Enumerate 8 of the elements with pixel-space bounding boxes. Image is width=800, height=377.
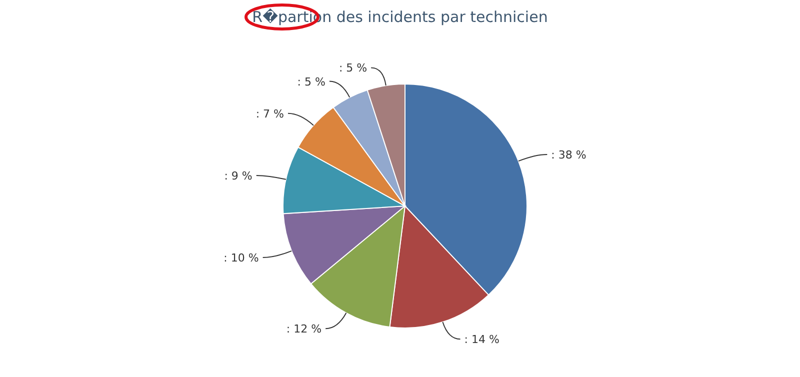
data-label: : 9 % <box>224 169 252 182</box>
data-label: : 5 % <box>338 62 368 75</box>
data-label: : 14 % <box>464 333 500 346</box>
data-label: : 12 % <box>286 322 322 336</box>
data-label: : 5 % <box>297 75 326 88</box>
data-label: : 38 % <box>551 148 586 162</box>
data-label: : 10 % <box>224 252 259 265</box>
data-label: : 7 % <box>256 107 284 120</box>
